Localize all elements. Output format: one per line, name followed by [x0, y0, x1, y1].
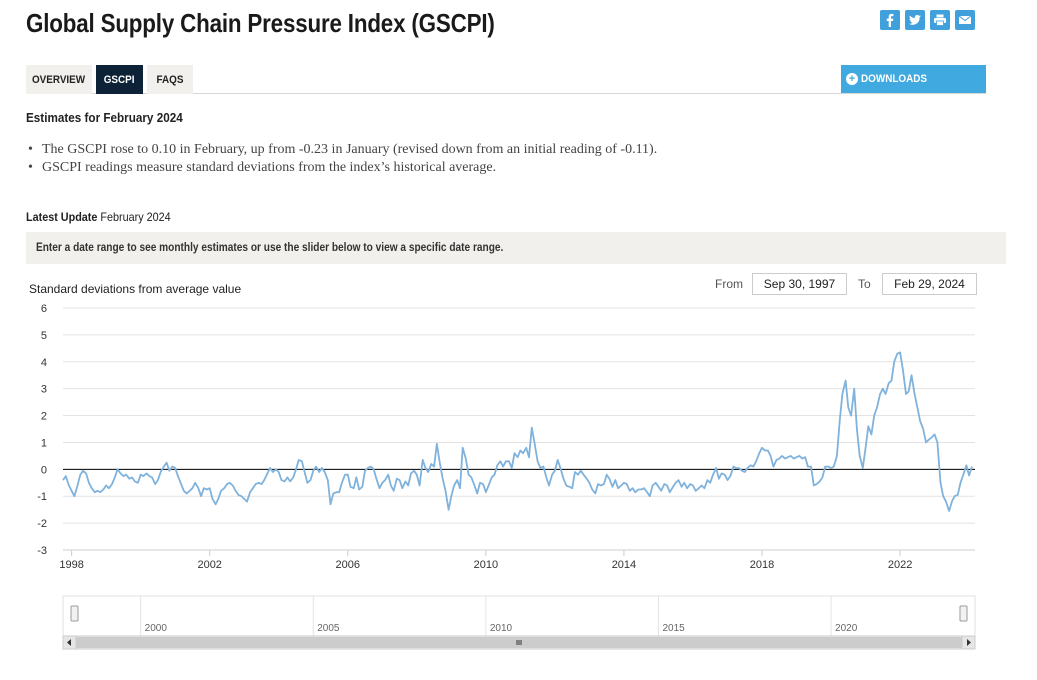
navigator-handle-left[interactable] [70, 605, 79, 622]
y-tick-label: -2 [37, 518, 47, 530]
y-tick-label: 5 [41, 330, 47, 342]
navigator-tick-label: 2000 [145, 623, 168, 634]
page-title: Global Supply Chain Pressure Index (GSCP… [26, 8, 495, 38]
tab-overview-label: OVERVIEW [32, 73, 86, 86]
plus-circle-icon: + [846, 73, 858, 85]
latest-update: Latest Update February 2024 [26, 210, 171, 224]
x-tick-label: 2022 [888, 559, 912, 571]
y-tick-label: -1 [37, 491, 47, 503]
navigator-tick-label: 2005 [317, 623, 340, 634]
estimates-bullets: The GSCPI rose to 0.10 in February, up f… [28, 141, 657, 177]
to-date-input[interactable] [882, 273, 977, 295]
y-tick-label: 0 [41, 464, 47, 476]
gscpi-series-line [62, 351, 973, 512]
facebook-icon[interactable] [880, 10, 900, 30]
downloads-button[interactable]: + DOWNLOADS [841, 65, 986, 93]
print-icon[interactable] [930, 10, 950, 30]
navigator-tick-label: 2015 [662, 623, 685, 634]
email-icon[interactable] [955, 10, 975, 30]
navigator-background [62, 595, 976, 637]
scrollbar-right-button[interactable] [961, 635, 976, 650]
y-tick-label: 6 [41, 303, 47, 315]
y-tick-label: -3 [37, 545, 47, 557]
x-tick-label: 2018 [750, 559, 774, 571]
estimate-bullet: The GSCPI rose to 0.10 in February, up f… [28, 141, 657, 159]
tab-faqs-label: FAQS [156, 73, 184, 86]
y-tick-label: 2 [41, 411, 47, 423]
tab-gscpi-label: GSCPI [104, 73, 135, 86]
navigator-tick-label: 2020 [835, 623, 858, 634]
tab-overview[interactable]: OVERVIEW [26, 65, 92, 94]
x-tick-label: 1998 [59, 559, 83, 571]
instructions-text: Enter a date range to see monthly estima… [36, 242, 504, 254]
tab-bar: OVERVIEW GSCPI FAQS [26, 65, 986, 94]
estimates-heading: Estimates for February 2024 [26, 110, 183, 125]
x-tick-label: 2014 [612, 559, 636, 571]
estimate-note: GSCPI readings measure standard deviatio… [28, 159, 657, 177]
x-tick-label: 2010 [474, 559, 498, 571]
y-tick-label: 4 [41, 357, 47, 369]
y-axis-title: Standard deviations from average value [29, 282, 242, 296]
latest-update-value: February 2024 [100, 210, 171, 224]
share-toolbar [880, 10, 975, 30]
range-navigator[interactable]: 2000 2005 2010 2015 2020 [62, 595, 976, 650]
latest-update-label: Latest Update [26, 210, 98, 224]
x-tick-label: 2002 [197, 559, 221, 571]
navigator-tick-label: 2010 [490, 623, 513, 634]
from-date-input[interactable] [752, 273, 847, 295]
instructions-panel: Enter a date range to see monthly estima… [26, 232, 1006, 264]
x-tick-label: 2006 [336, 559, 360, 571]
scrollbar-thumb[interactable] [76, 637, 962, 648]
y-tick-label: 3 [41, 384, 47, 396]
navigator-handle-right[interactable] [959, 605, 968, 622]
downloads-label: DOWNLOADS [861, 73, 927, 85]
tab-faqs[interactable]: FAQS [147, 65, 193, 94]
to-label: To [858, 277, 871, 291]
tab-gscpi[interactable]: GSCPI [96, 65, 143, 94]
y-tick-label: 1 [41, 437, 47, 449]
scrollbar-left-button[interactable] [62, 635, 77, 650]
from-label: From [715, 277, 743, 291]
twitter-icon[interactable] [905, 10, 925, 30]
